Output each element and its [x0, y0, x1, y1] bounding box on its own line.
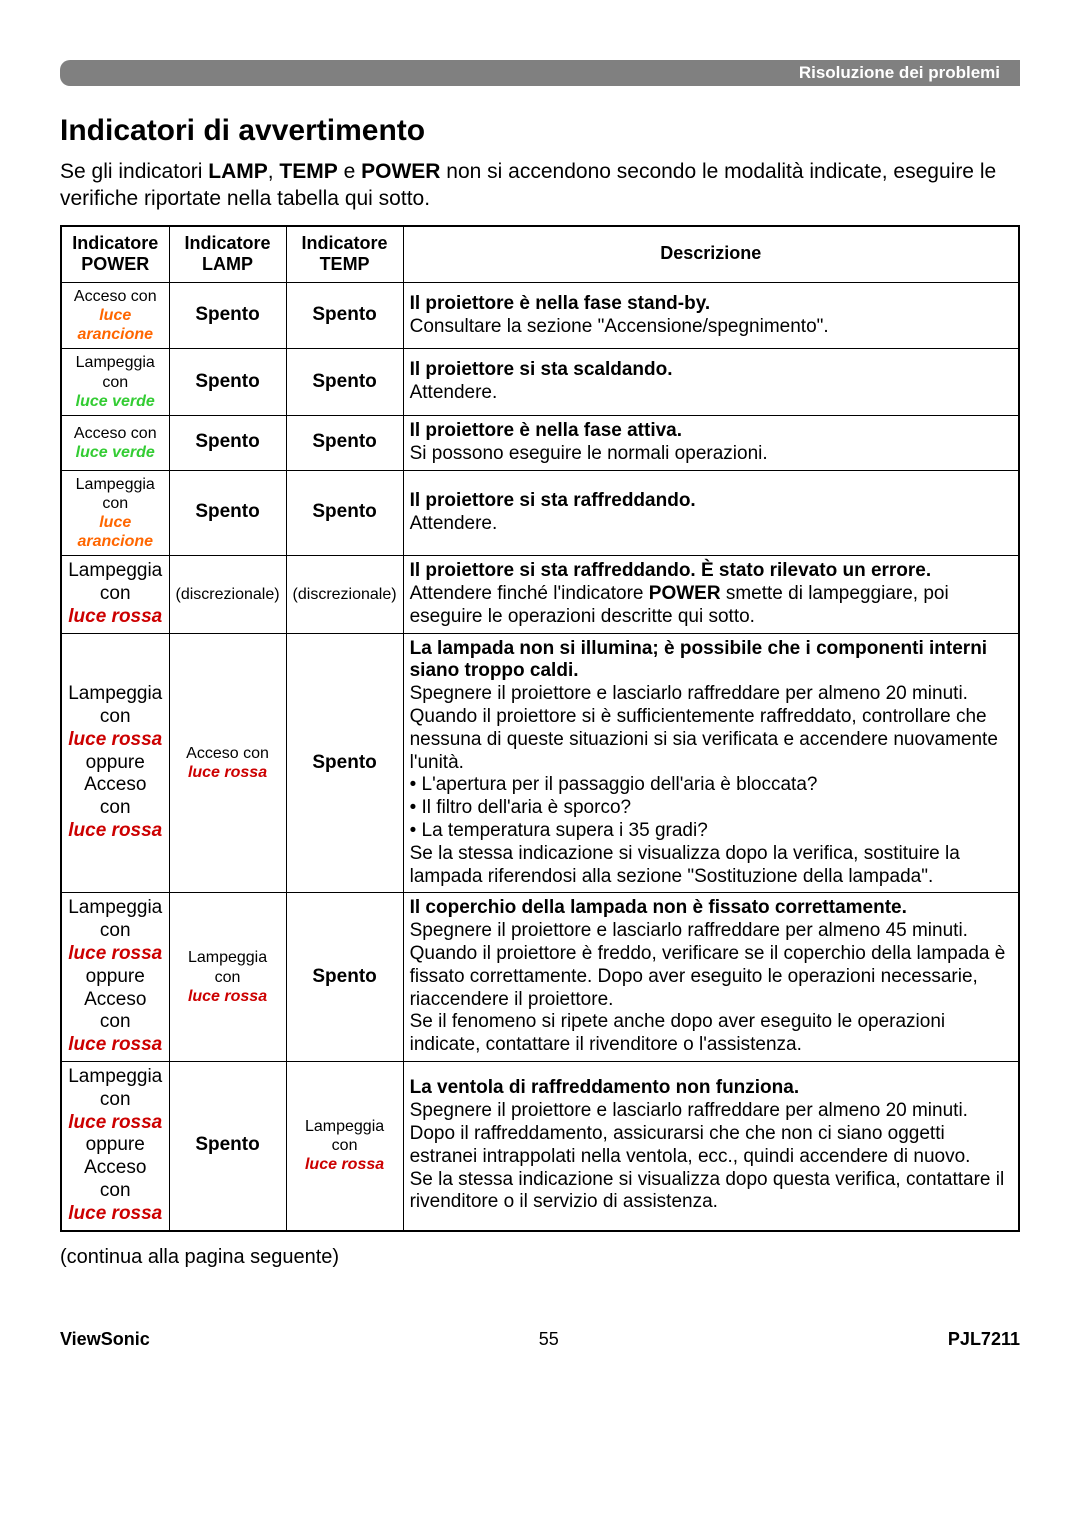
cell-temp: Spento [286, 349, 403, 416]
cell-power: Lampeggia conluce rossa [61, 556, 169, 633]
footer-brand: ViewSonic [60, 1329, 150, 1350]
page-title: Indicatori di avvertimento [60, 114, 1020, 148]
cell-temp: Spento [286, 633, 403, 893]
cell-temp: Spento [286, 893, 403, 1062]
cell-power: Lampeggia conluce verde [61, 349, 169, 416]
indicator-table: IndicatorePOWER IndicatoreLAMP Indicator… [60, 225, 1020, 1232]
th-power: IndicatorePOWER [61, 226, 169, 283]
cell-description: Il coperchio della lampada non è fissato… [403, 893, 1019, 1062]
cell-power: Lampeggia conluce rossaoppure Acceso con… [61, 893, 169, 1062]
cell-lamp: Spento [169, 349, 286, 416]
cell-lamp: Acceso conluce rossa [169, 633, 286, 893]
th-description: Descrizione [403, 226, 1019, 283]
table-row: Acceso conluce arancione Spento Spento I… [61, 282, 1019, 349]
cell-power: Lampeggia conluce arancione [61, 470, 169, 556]
page-footer: ViewSonic 55 PJL7211 [60, 1329, 1020, 1350]
cell-temp: Spento [286, 415, 403, 470]
cell-lamp: Spento [169, 415, 286, 470]
table-row: Lampeggia conluce rossaoppure Acceso con… [61, 1061, 1019, 1230]
table-row: Acceso conluce verde Spento Spento Il pr… [61, 415, 1019, 470]
cell-lamp: Spento [169, 1061, 286, 1230]
cell-description: Il proiettore è nella fase attiva.Si pos… [403, 415, 1019, 470]
th-lamp: IndicatoreLAMP [169, 226, 286, 283]
cell-description: Il proiettore è nella fase stand-by.Cons… [403, 282, 1019, 349]
section-header-bar: Risoluzione dei problemi [60, 60, 1020, 86]
cell-temp: Spento [286, 470, 403, 556]
table-row: Lampeggia conluce arancione Spento Spent… [61, 470, 1019, 556]
cell-lamp: Lampeggia conluce rossa [169, 893, 286, 1062]
table-row: Lampeggia conluce rossa (discrezionale) … [61, 556, 1019, 633]
cell-temp: Lampeggia conluce rossa [286, 1061, 403, 1230]
cell-power: Lampeggia conluce rossaoppure Acceso con… [61, 633, 169, 893]
table-row: Lampeggia conluce rossaoppure Acceso con… [61, 893, 1019, 1062]
footer-page-number: 55 [539, 1329, 559, 1350]
table-header-row: IndicatorePOWER IndicatoreLAMP Indicator… [61, 226, 1019, 283]
continued-note: (continua alla pagina seguente) [60, 1246, 1020, 1269]
cell-power: Lampeggia conluce rossaoppure Acceso con… [61, 1061, 169, 1230]
cell-description: Il proiettore si sta raffreddando.Attend… [403, 470, 1019, 556]
cell-lamp: (discrezionale) [169, 556, 286, 633]
cell-lamp: Spento [169, 282, 286, 349]
cell-power: Acceso conluce arancione [61, 282, 169, 349]
table-row: Lampeggia conluce rossaoppure Acceso con… [61, 633, 1019, 893]
intro-paragraph: Se gli indicatori LAMP, TEMP e POWER non… [60, 158, 1020, 213]
th-temp: IndicatoreTEMP [286, 226, 403, 283]
cell-description: Il proiettore si sta raffreddando. È sta… [403, 556, 1019, 633]
cell-temp: (discrezionale) [286, 556, 403, 633]
section-header-text: Risoluzione dei problemi [799, 63, 1000, 83]
cell-temp: Spento [286, 282, 403, 349]
cell-description: Il proiettore si sta scaldando.Attendere… [403, 349, 1019, 416]
footer-model: PJL7211 [948, 1329, 1020, 1350]
cell-lamp: Spento [169, 470, 286, 556]
table-row: Lampeggia conluce verde Spento Spento Il… [61, 349, 1019, 416]
cell-description: La lampada non si illumina; è possibile … [403, 633, 1019, 893]
cell-power: Acceso conluce verde [61, 415, 169, 470]
cell-description: La ventola di raffreddamento non funzion… [403, 1061, 1019, 1230]
